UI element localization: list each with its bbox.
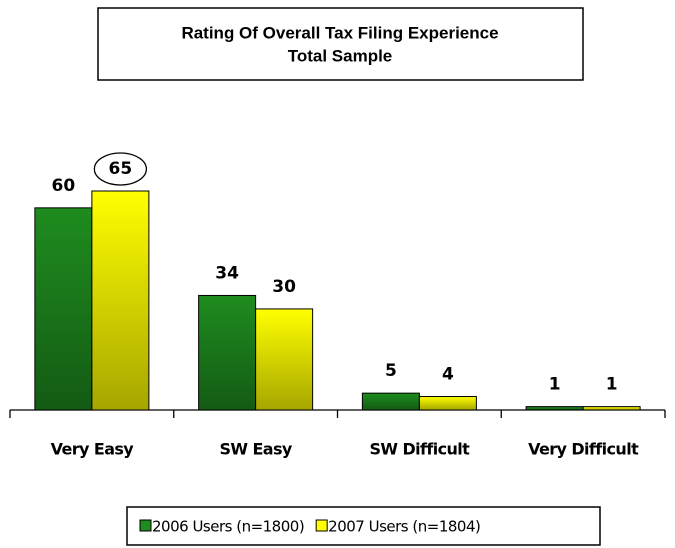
chart-subtitle: Total Sample [288,46,393,65]
data-label: 1 [549,375,561,395]
bar-shade [91,191,149,410]
legend-swatch [315,519,328,532]
bar-shade [419,396,477,410]
highlight-circle [93,152,148,186]
title-box [97,7,584,81]
data-label: 34 [215,263,239,283]
legend-label: 2006 Users (n=1800) [152,518,304,536]
bar-shade [526,406,584,410]
bar-shade [362,393,420,410]
bar-shade [255,308,313,410]
legend-label: 2007 Users (n=1804) [328,518,480,536]
legend-swatch [139,519,152,532]
data-label: 65 [109,159,133,179]
data-label: 5 [385,361,397,381]
data-label: 4 [442,365,454,385]
bar-shade [34,207,92,410]
chart-title: Rating Of Overall Tax Filing Experience [181,23,498,42]
x-tick-label: Very Easy [51,440,135,459]
data-label: 60 [52,176,76,196]
x-tick-label: SW Easy [220,440,293,459]
bar-shade [198,295,256,410]
data-label: 30 [272,277,296,297]
x-tick-label: Very Difficult [528,440,639,459]
bar-shade [583,406,641,410]
legend-box [126,506,601,546]
data-label: 1 [606,375,618,395]
x-tick-label: SW Difficult [370,440,471,459]
